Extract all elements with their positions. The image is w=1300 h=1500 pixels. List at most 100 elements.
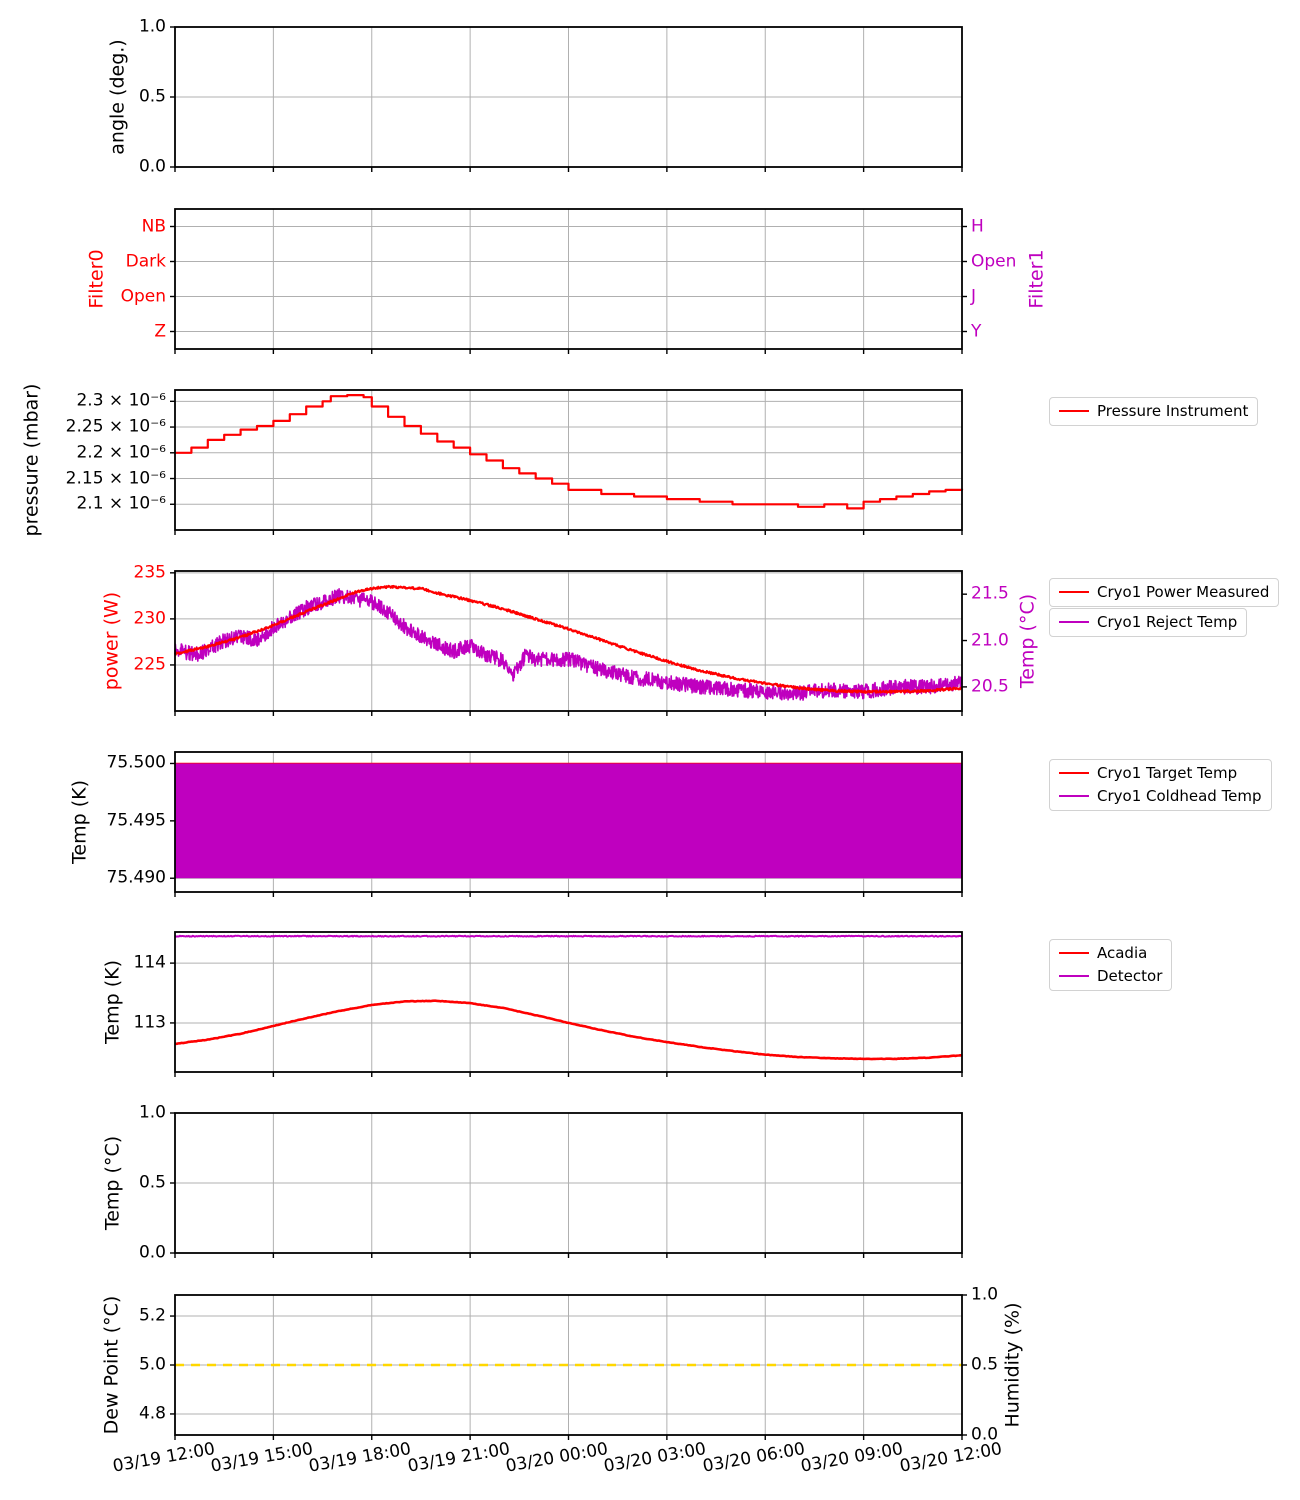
x-tick-label: 03/20 09:00 <box>799 1439 905 1477</box>
legend-line-swatch <box>1059 591 1089 594</box>
dew-point-right-ytick-label: 0.5 <box>971 1354 999 1375</box>
x-tick-label: 03/20 00:00 <box>504 1439 610 1477</box>
cryo1-power-legend: Cryo1 Reject Temp <box>1049 608 1248 637</box>
filters-right-ytick-label: J <box>971 286 977 306</box>
cryo1-temp-ytick-label: 75.500 <box>106 752 166 773</box>
legend-line-swatch <box>1059 975 1089 978</box>
filters-y-axis-label: Filter0 <box>85 249 108 309</box>
temp-empty-y-axis-label: Temp (°C) <box>101 1135 124 1231</box>
pressure-ytick-label: 2.1 × 10⁻⁶ <box>76 493 166 514</box>
acadia-line <box>174 999 963 1061</box>
filters-right-y-axis-label: Filter1 <box>1025 249 1048 309</box>
pressure-legend: Pressure Instrument <box>1049 397 1259 426</box>
dew-point-ytick-label: 5.0 <box>138 1354 166 1375</box>
legend-line-swatch <box>1059 621 1089 624</box>
acadia-detector-plot-area <box>170 931 963 1077</box>
legend-line-swatch <box>1059 410 1089 413</box>
cryo1-temp-spines <box>174 751 963 893</box>
x-tick-label: 03/19 18:00 <box>307 1439 413 1477</box>
legend-label: Cryo1 Power Measured <box>1097 583 1270 601</box>
cryo1-temp-plot-area <box>170 751 963 897</box>
filters-plot-area <box>170 208 967 354</box>
filters-right-ytick-label: Open <box>971 251 1017 271</box>
temp-empty-spines <box>174 1112 963 1254</box>
x-tick-label: 03/20 06:00 <box>701 1439 807 1477</box>
x-tick-label: 03/19 15:00 <box>209 1439 315 1477</box>
temp-empty-ytick-label: 0.0 <box>138 1242 166 1263</box>
acadia-detector-legend: Acadia Detector <box>1049 939 1173 991</box>
dew-point-right-y-axis-label: Humidity (%) <box>1001 1302 1024 1428</box>
legend-line-swatch <box>1059 772 1089 775</box>
detector-line <box>174 934 963 938</box>
legend-line-swatch <box>1059 795 1089 798</box>
legend-label: Acadia <box>1097 944 1148 962</box>
dew-point-ytick-label: 4.8 <box>138 1403 166 1424</box>
legend-entry: Detector <box>1059 967 1162 986</box>
filters-right-ytick-label: Y <box>971 321 982 341</box>
acadia-detector-ytick-label: 114 <box>133 952 166 973</box>
cryo1-reject-temp-line <box>174 588 963 701</box>
cryo1-temp-ytick-label: 75.495 <box>106 810 166 831</box>
cryo1-power-legend: Cryo1 Power Measured <box>1049 578 1280 607</box>
angle-ytick-label: 0.0 <box>138 156 166 177</box>
legend-entry: Cryo1 Reject Temp <box>1059 613 1237 632</box>
legend-label: Pressure Instrument <box>1097 402 1249 420</box>
pressure-ytick-label: 2.2 × 10⁻⁶ <box>76 442 166 463</box>
angle-ytick-label: 1.0 <box>138 16 166 37</box>
dew-point-y-axis-label: Dew Point (°C) <box>100 1295 123 1435</box>
cryo1-power-ytick-label: 225 <box>133 654 166 675</box>
pressure-spines <box>174 389 963 531</box>
dew-point-ytick-label: 5.2 <box>138 1305 166 1326</box>
legend-entry: Pressure Instrument <box>1059 402 1248 421</box>
dew-point-plot-area <box>170 1294 967 1440</box>
cryo1-power-plot-area <box>170 570 967 716</box>
angle-spines <box>174 26 963 168</box>
cryo1-power-right-ytick-label: 21.5 <box>971 583 1009 604</box>
cryo1-power-right-ytick-label: 20.5 <box>971 676 1009 697</box>
cryo1-power-ytick-label: 235 <box>133 562 166 583</box>
dew-point-spines <box>174 1294 963 1436</box>
legend-label: Cryo1 Coldhead Temp <box>1097 786 1262 805</box>
legend-label: Cryo1 Reject Temp <box>1097 613 1238 631</box>
filters-right-ytick-label: H <box>971 216 984 236</box>
legend-entry: Cryo1 Target Temp <box>1059 764 1262 783</box>
x-tick-label: 03/19 21:00 <box>405 1439 512 1477</box>
filters-spines <box>174 208 963 350</box>
filters-ytick-label: Open <box>120 286 166 306</box>
cryo1-power-right-ytick-label: 21.0 <box>971 630 1009 651</box>
legend-label: Cryo1 Target Temp <box>1097 764 1238 782</box>
pressure-ytick-label: 2.15 × 10⁻⁶ <box>65 468 166 489</box>
temp-empty-ytick-label: 1.0 <box>138 1102 166 1123</box>
legend-entry: Cryo1 Coldhead Temp <box>1059 787 1262 806</box>
cryo1-temp-legend: Cryo1 Target Temp Cryo1 Coldhead Temp <box>1049 759 1272 811</box>
temp-empty-ytick-label: 0.5 <box>138 1172 166 1193</box>
legend-entry: Acadia <box>1059 944 1162 963</box>
legend-label: Detector <box>1097 966 1163 985</box>
angle-ytick-label: 0.5 <box>138 86 166 107</box>
angle-plot-area <box>170 26 963 172</box>
x-tick-label: 03/20 12:00 <box>897 1439 1004 1477</box>
cryo1-power-spines <box>174 570 963 712</box>
filters-ytick-label: NB <box>141 216 166 236</box>
temp-empty-plot-area <box>170 1112 963 1258</box>
filters-ytick-label: Z <box>154 321 166 341</box>
cryo1-temp-ytick-label: 75.490 <box>106 867 166 888</box>
acadia-detector-spines <box>174 931 963 1073</box>
x-tick-label: 03/20 03:00 <box>602 1439 709 1477</box>
pressure-instrument-line <box>175 394 964 510</box>
pressure-plot-area <box>170 389 964 535</box>
pressure-ytick-label: 2.25 × 10⁻⁶ <box>65 416 166 437</box>
cryo1-power-measured-line <box>174 584 963 694</box>
pressure-ytick-label: 2.3 × 10⁻⁶ <box>76 390 166 411</box>
angle-y-axis-label: angle (deg.) <box>106 39 129 155</box>
acadia-detector-ytick-label: 113 <box>133 1012 166 1033</box>
filters-ytick-label: Dark <box>125 251 166 271</box>
cryo1-power-ytick-label: 230 <box>133 608 166 629</box>
cryo1-power-y-axis-label: power (W) <box>100 591 123 691</box>
dew-point-right-ytick-label: 1.0 <box>971 1284 999 1305</box>
cryo1-temp-y-axis-label: Temp (K) <box>68 780 91 864</box>
legend-line-swatch <box>1059 952 1089 955</box>
cryo1-power-right-y-axis-label: Temp (°C) <box>1016 593 1039 689</box>
dew-point-right-ytick-label: 0.0 <box>971 1424 999 1445</box>
